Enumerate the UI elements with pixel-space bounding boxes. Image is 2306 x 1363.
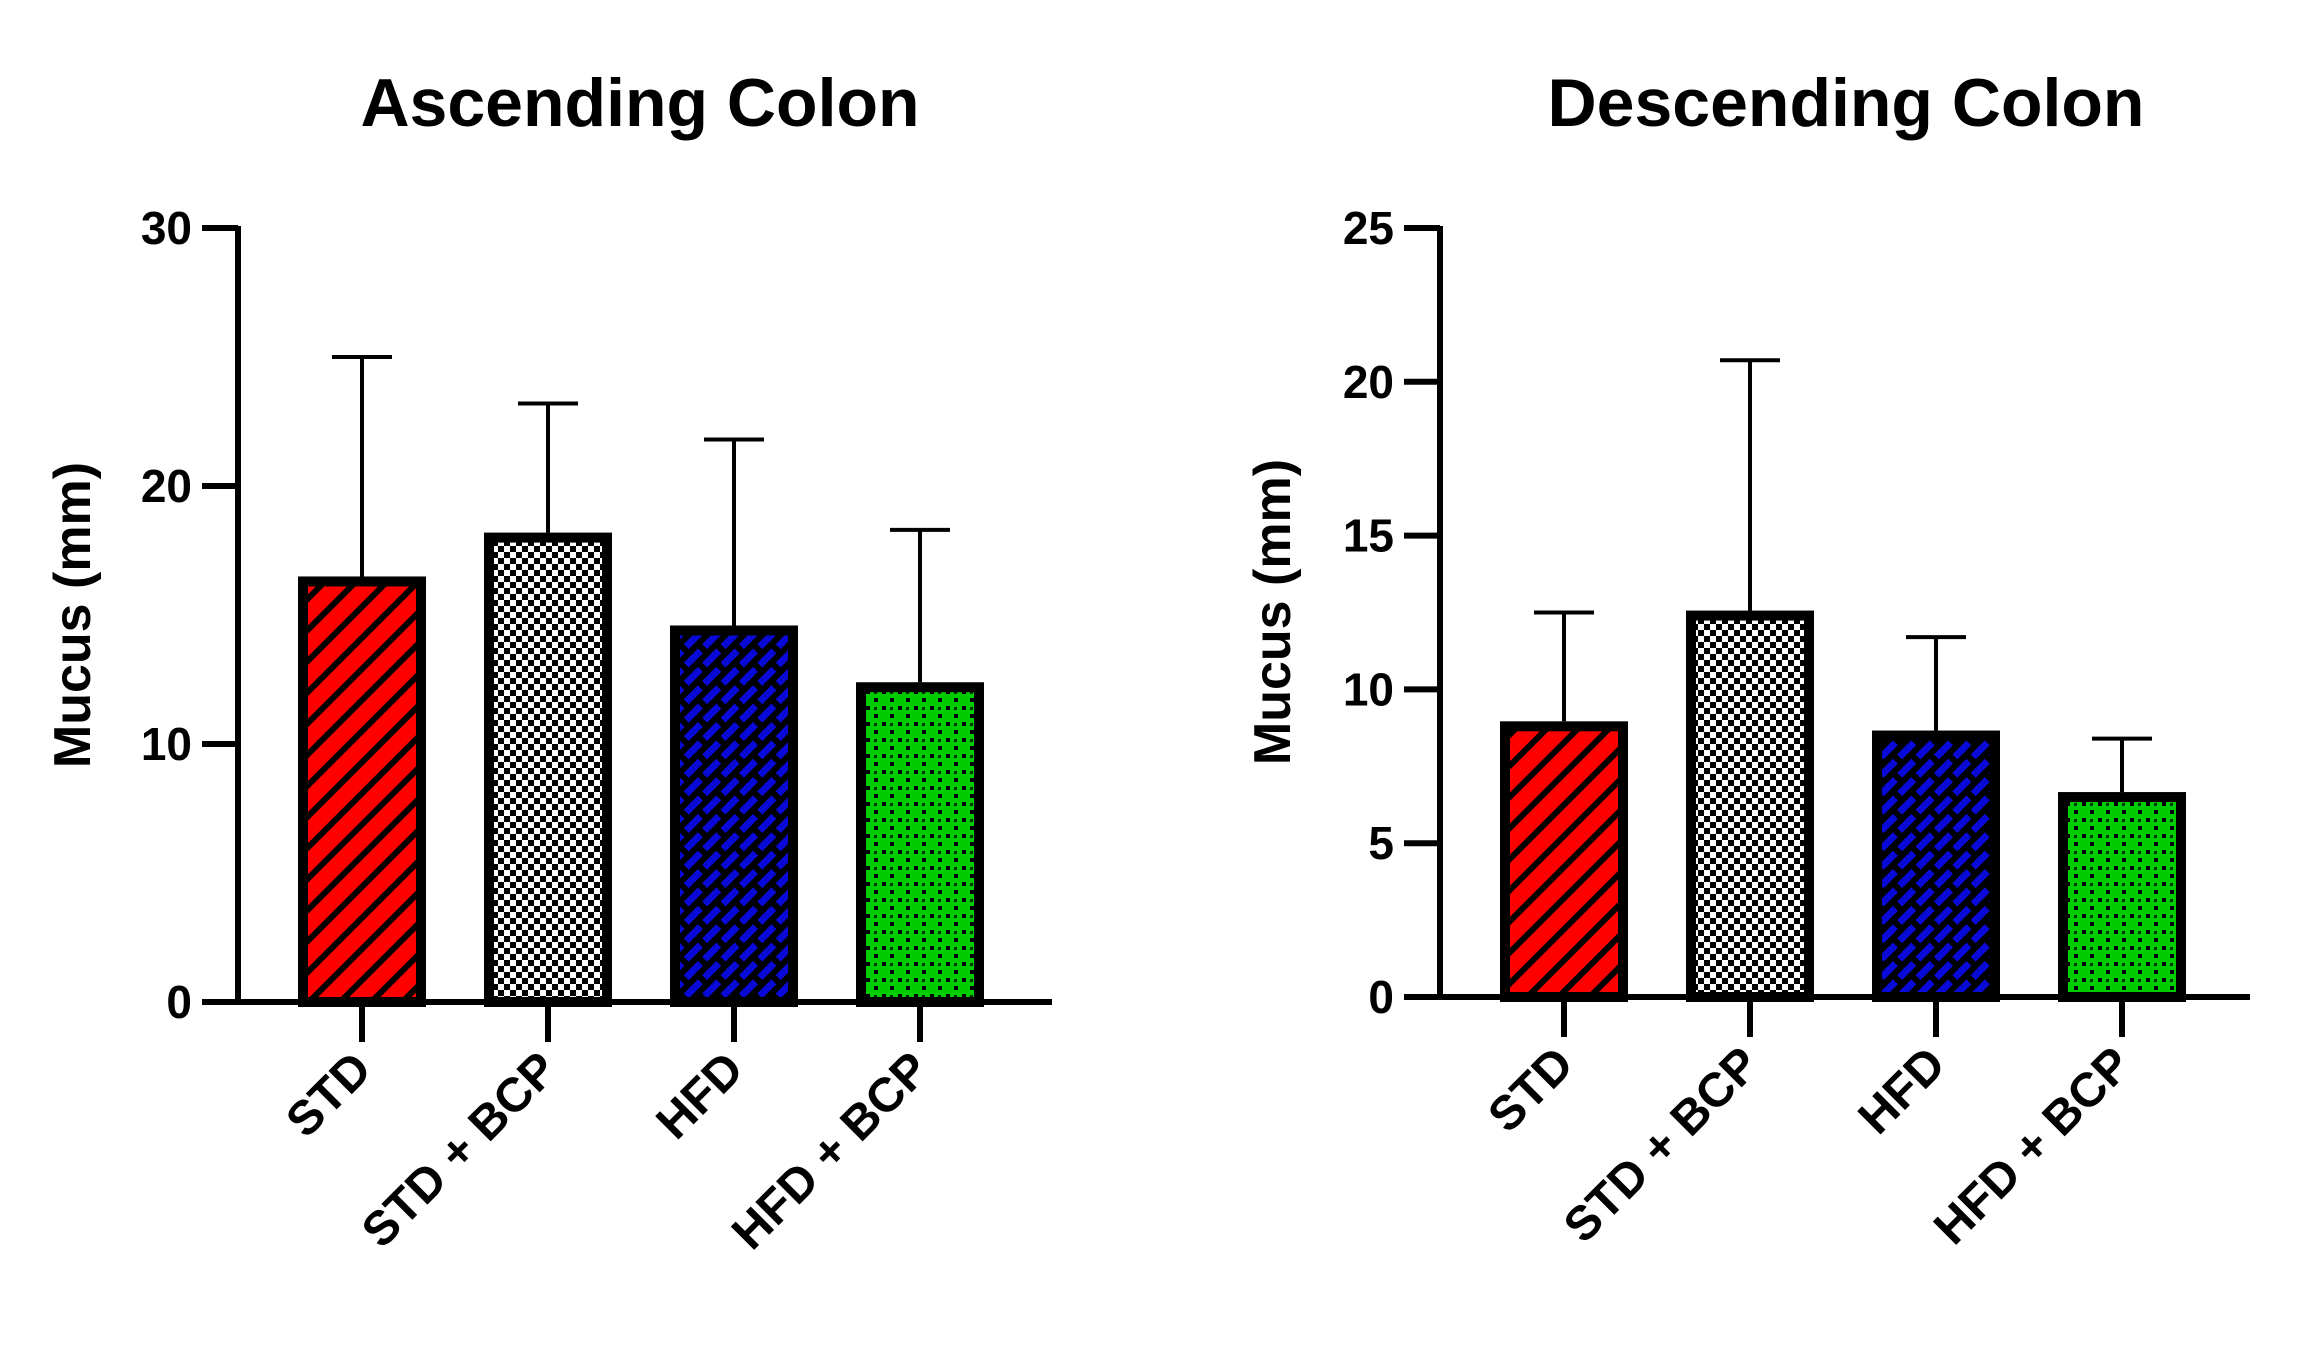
bar-hfd-bcp: [2058, 792, 2186, 1002]
bar-std-bcp: [484, 532, 612, 1007]
y-tick-label: 20: [1343, 356, 1394, 408]
y-tick-label: 10: [141, 718, 192, 770]
x-tick-label: STD: [1478, 1037, 1583, 1142]
y-tick-label: 0: [1368, 971, 1394, 1023]
y-tick-label: 30: [141, 202, 192, 254]
y-tick-label: 20: [141, 460, 192, 512]
bar-hfd-bcp: [856, 682, 984, 1007]
bar-hfd: [1872, 730, 2000, 1002]
y-axis-label: Mucus (mm): [44, 462, 102, 768]
chart-title: Ascending Colon: [360, 65, 919, 141]
x-tick-label: STD: [276, 1042, 381, 1147]
y-tick-label: 10: [1343, 663, 1394, 715]
chart-title: Descending Colon: [1548, 65, 2145, 141]
bar-std: [298, 576, 426, 1008]
x-tick-label: HFD: [1849, 1037, 1956, 1144]
ascending-colon-chart: Ascending Colon Mucus (mm) 0 10 20 30 STDSTD…: [44, 65, 1052, 1260]
x-tick-label: HFD: [647, 1042, 754, 1149]
y-tick-label: 0: [166, 976, 192, 1028]
y-tick-label: 25: [1343, 202, 1394, 254]
y-tick-label: 5: [1368, 817, 1394, 869]
x-tick-label: HFD + BCP: [722, 1042, 940, 1260]
bar-std-bcp: [1686, 610, 1814, 1002]
descending-colon-chart: Descending Colon Mucus (mm) 0 5 10 15 20 25 ST…: [1244, 65, 2250, 1255]
y-axis-label: Mucus (mm): [1244, 459, 1302, 765]
x-tick-label: STD + BCP: [1554, 1037, 1770, 1253]
y-tick-label: 15: [1343, 510, 1394, 562]
bar-std: [1500, 721, 1628, 1002]
x-tick-label: STD + BCP: [352, 1042, 568, 1258]
bar-hfd: [670, 625, 798, 1007]
x-tick-label: HFD + BCP: [1924, 1037, 2142, 1255]
